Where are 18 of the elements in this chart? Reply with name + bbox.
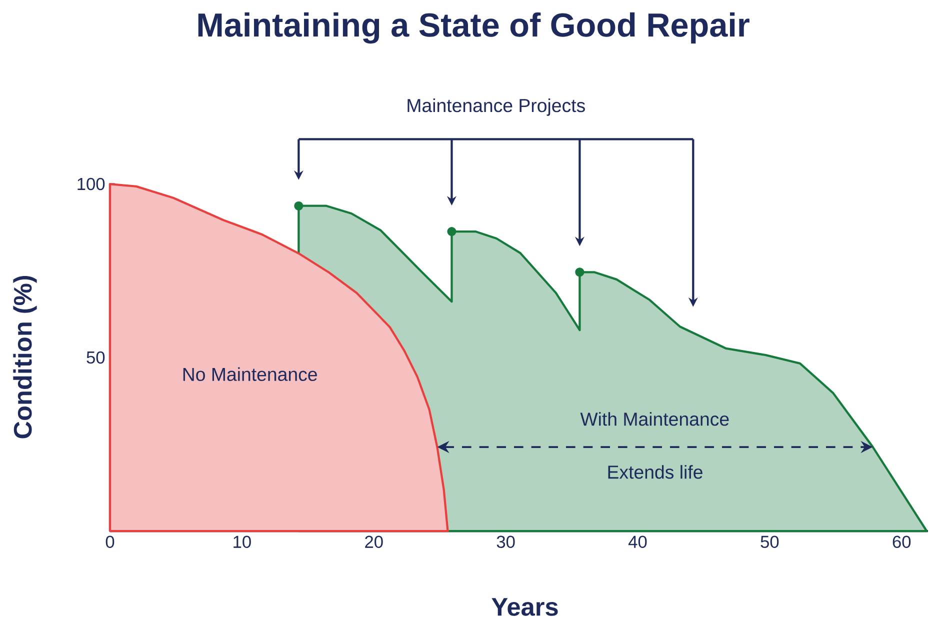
x-tick-label: 30 bbox=[496, 536, 515, 548]
y-tick-label: 100 bbox=[78, 178, 105, 190]
point bbox=[447, 227, 456, 236]
annotation: Extends life bbox=[608, 465, 702, 479]
x-axis-title: Years bbox=[492, 598, 558, 616]
y-axis-title: Condition (%) bbox=[13, 276, 37, 438]
x-tick-label: 10 bbox=[234, 536, 251, 548]
x-tick-label: 50 bbox=[760, 536, 779, 548]
x-tick-label: 60 bbox=[892, 536, 911, 548]
series-label: No Maintenance bbox=[183, 367, 317, 382]
series-label: With Maintenance bbox=[580, 412, 729, 426]
point bbox=[294, 201, 304, 210]
chart-title: Maintaining a State of Good Repair bbox=[198, 12, 750, 44]
x-tick-label: 20 bbox=[365, 536, 383, 548]
text: Maintenance Projects bbox=[408, 98, 585, 116]
point bbox=[575, 268, 584, 277]
x-tick-label: 40 bbox=[628, 536, 647, 548]
x-tick-label: 0 bbox=[106, 536, 114, 548]
